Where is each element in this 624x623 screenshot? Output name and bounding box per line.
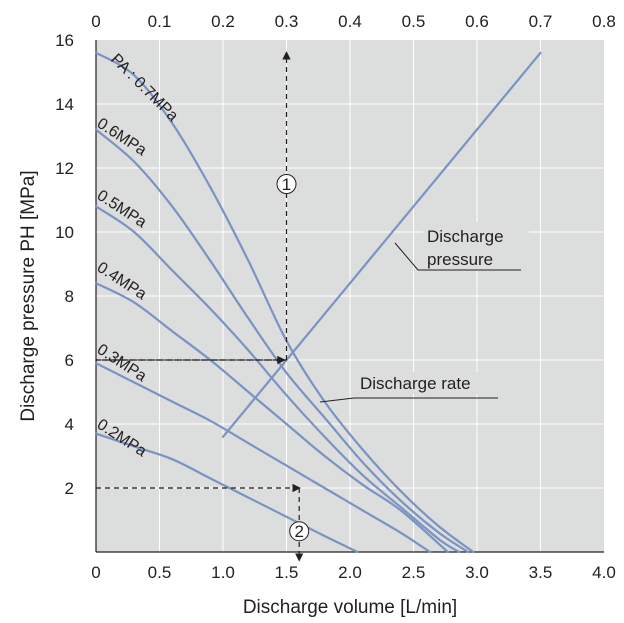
y-tick-label: 6 bbox=[65, 351, 74, 370]
top-tick-label: 0.8 bbox=[592, 12, 616, 31]
x-tick-label: 4.0 bbox=[592, 563, 616, 582]
series-line-pa-6 bbox=[94, 128, 470, 554]
marker-2-circle bbox=[289, 521, 310, 542]
x-tick-label: 3.0 bbox=[465, 563, 489, 582]
callout-background-pressure bbox=[423, 222, 529, 270]
top-tick-label: 0.4 bbox=[338, 12, 362, 31]
x-tick-label: 1.5 bbox=[275, 563, 299, 582]
y-tick-label: 8 bbox=[65, 287, 74, 306]
series-line-pa-4 bbox=[94, 282, 449, 554]
series-line-pa-3 bbox=[94, 362, 432, 554]
x-tick-label: 2.0 bbox=[338, 563, 362, 582]
top-tick-label: 0.1 bbox=[148, 12, 172, 31]
series-group bbox=[94, 51, 542, 554]
callout-rate-label: Discharge rate bbox=[360, 374, 471, 393]
top-tick-label: 0.7 bbox=[529, 12, 553, 31]
top-tick-label: 0.6 bbox=[465, 12, 489, 31]
series-line-pa-7 bbox=[94, 51, 475, 554]
annotation-group: 1 2 Discharge pressure Discharge rate bbox=[96, 51, 529, 562]
x-tick-label: 0 bbox=[91, 563, 100, 582]
marker-1-circle bbox=[276, 174, 297, 194]
x-tick-label: 2.5 bbox=[402, 563, 426, 582]
series-line-discharge-pressure bbox=[221, 51, 542, 438]
top-tick-label: 0.3 bbox=[275, 12, 299, 31]
y-tick-label: 2 bbox=[65, 479, 74, 498]
y-tick-label: 10 bbox=[55, 223, 74, 242]
series-line-pa-2 bbox=[94, 432, 359, 554]
y-tick-label: 16 bbox=[55, 31, 74, 50]
callout-leader-rate bbox=[319, 397, 498, 403]
y-tick-label: 4 bbox=[65, 415, 74, 434]
marker-1-label: 1 bbox=[282, 175, 291, 194]
plot-area bbox=[95, 40, 604, 553]
y-tick-label: 12 bbox=[55, 159, 74, 178]
series-line-pa-5 bbox=[94, 205, 461, 554]
x-tick-label: 3.5 bbox=[529, 563, 553, 582]
x-tick-label: 1.0 bbox=[211, 563, 235, 582]
marker-2-label: 2 bbox=[294, 522, 303, 541]
top-tick-label: 0.2 bbox=[211, 12, 235, 31]
y-axis-title: Discharge pressure PH [MPa] bbox=[18, 170, 39, 421]
callout-background-rate bbox=[356, 372, 492, 394]
x-axis-title: Discharge volume [L/min] bbox=[243, 597, 457, 618]
callout-pressure-line2: pressure bbox=[427, 250, 493, 269]
top-tick-label: 0 bbox=[91, 12, 100, 31]
callout-leader-pressure bbox=[394, 242, 521, 271]
x-tick-label: 0.5 bbox=[148, 563, 172, 582]
callout-pressure-line1: Discharge bbox=[427, 227, 504, 246]
y-tick-label: 14 bbox=[55, 95, 74, 114]
top-tick-label: 0.5 bbox=[402, 12, 426, 31]
